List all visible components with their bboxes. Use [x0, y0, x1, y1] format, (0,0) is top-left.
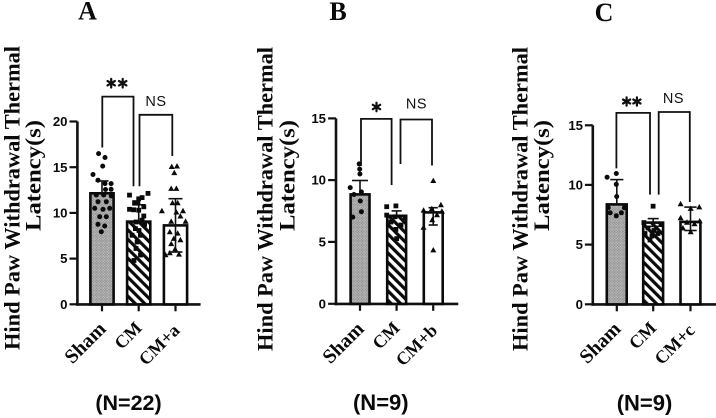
svg-text:(N=22): (N=22): [95, 391, 161, 415]
svg-text:5: 5: [319, 235, 326, 250]
svg-text:10: 10: [53, 206, 68, 221]
svg-text:NS: NS: [406, 97, 427, 113]
svg-text:Hind Paw Withdrawal Thermal: Hind Paw Withdrawal Thermal: [0, 46, 25, 350]
svg-text:10: 10: [568, 178, 583, 193]
svg-text:(N=9): (N=9): [353, 390, 409, 415]
svg-text:NS: NS: [145, 94, 166, 110]
svg-text:(N=9): (N=9): [617, 391, 673, 416]
svg-text:15: 15: [568, 118, 583, 133]
svg-text:15: 15: [53, 160, 68, 175]
svg-text:Hind Paw Withdrawal Thermal: Hind Paw Withdrawal Thermal: [253, 47, 278, 351]
svg-text:5: 5: [60, 251, 67, 266]
svg-text:C: C: [595, 0, 614, 27]
svg-text:20: 20: [53, 114, 68, 129]
svg-text:NS: NS: [663, 91, 684, 107]
svg-text:Hind Paw Withdrawal Thermal: Hind Paw Withdrawal Thermal: [508, 47, 533, 351]
svg-text:Latency(s): Latency(s): [275, 120, 300, 231]
svg-text:15: 15: [311, 111, 326, 126]
svg-text:A: A: [78, 0, 97, 26]
svg-text:B: B: [329, 0, 346, 26]
svg-text:10: 10: [311, 173, 326, 188]
svg-text:0: 0: [576, 297, 583, 312]
svg-text:Latency(s): Latency(s): [529, 120, 554, 231]
svg-text:Latency(s): Latency(s): [21, 120, 46, 231]
svg-text:5: 5: [576, 237, 583, 252]
svg-text:0: 0: [319, 296, 326, 311]
svg-text:0: 0: [60, 297, 67, 312]
